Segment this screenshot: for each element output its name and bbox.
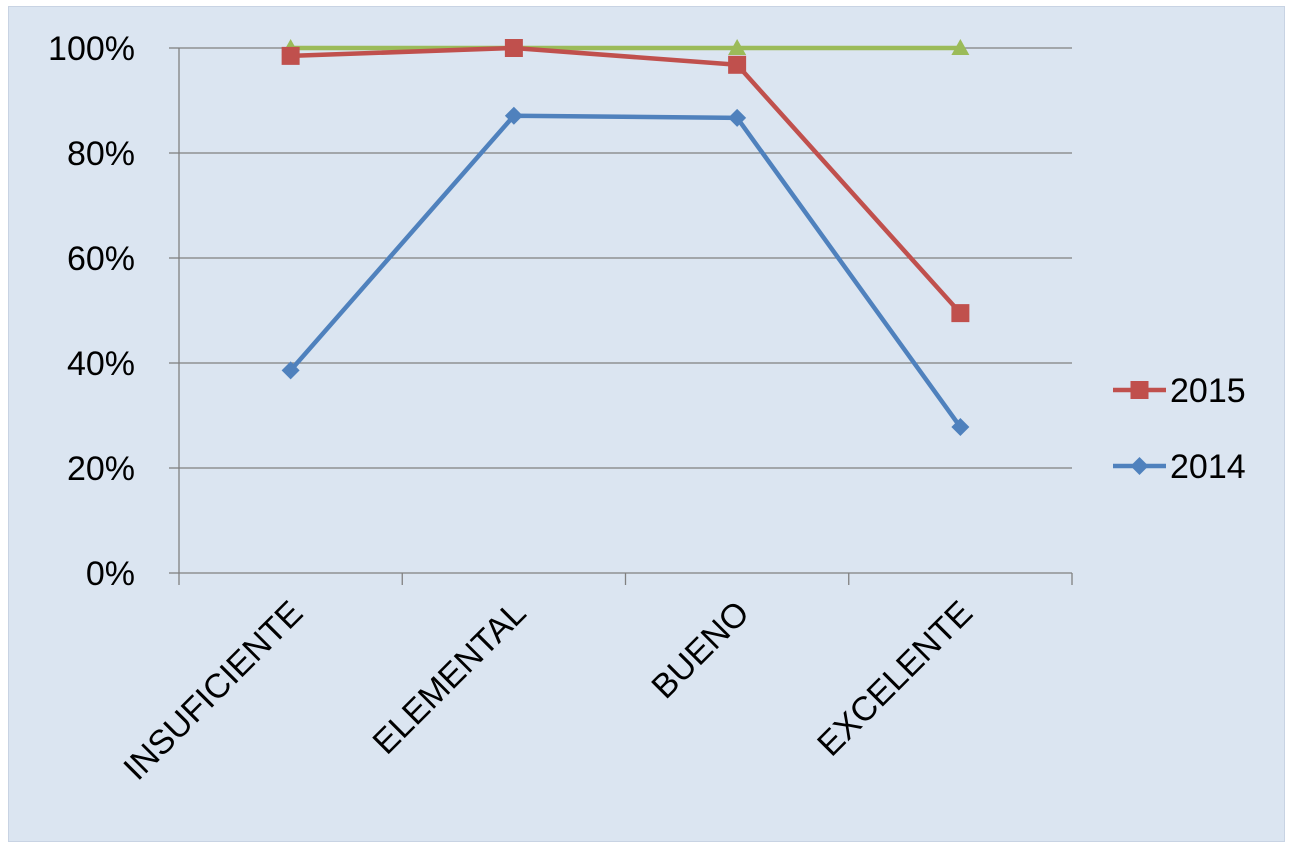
x-category-label-excelente: EXCELENTE — [810, 594, 980, 764]
legend-marker-2015 — [1130, 381, 1149, 399]
y-tick-label-0: 0% — [86, 555, 135, 593]
data-point-2014-insuficiente — [281, 361, 300, 380]
data-point-2015-insuficiente — [281, 46, 300, 65]
legend-item-2015: 2015 — [1113, 372, 1246, 410]
series-2015 — [281, 39, 970, 323]
series-line-2014 — [288, 113, 963, 430]
data-point-unnamed-0-bueno — [728, 39, 747, 55]
x-category-label-bueno: BUENO — [644, 594, 756, 706]
data-point-2015-elemental — [504, 39, 523, 57]
legend-marker-2014 — [1130, 457, 1149, 475]
axes — [169, 47, 1073, 585]
series-2014 — [281, 106, 970, 437]
legend-item-2014: 2014 — [1113, 448, 1246, 486]
x-category-label-insuficiente: INSUFICIENTE — [116, 594, 310, 788]
y-axis-tick-labels: 0% 20% 40% 60% 80% 100% — [48, 30, 135, 593]
data-point-2014-elemental — [504, 106, 523, 125]
series-line-2015 — [288, 45, 963, 316]
legend: 2015 2014 — [1113, 372, 1246, 486]
data-point-2014-bueno — [728, 108, 747, 127]
x-axis-category-labels: INSUFICIENTE ELEMENTAL BUENO EXCELENTE — [116, 594, 980, 788]
chart-area — [8, 6, 1285, 842]
data-point-2015-bueno — [728, 55, 747, 74]
y-tick-label-80: 80% — [67, 135, 135, 173]
data-point-unnamed-0-excelente — [951, 39, 970, 55]
y-tick-label-40: 40% — [67, 345, 135, 383]
y-tick-label-100: 100% — [48, 30, 135, 68]
gridlines — [179, 47, 1072, 469]
data-point-2014-excelente — [951, 418, 970, 437]
x-category-label-elemental: ELEMENTAL — [365, 594, 533, 762]
y-tick-label-20: 20% — [67, 450, 135, 488]
legend-label-2015: 2015 — [1170, 372, 1246, 410]
data-series — [281, 39, 970, 437]
y-tick-label-60: 60% — [67, 240, 135, 278]
data-point-2015-excelente — [951, 304, 970, 323]
legend-label-2014: 2014 — [1170, 448, 1246, 486]
